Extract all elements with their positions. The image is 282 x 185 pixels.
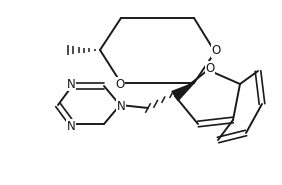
Text: O: O: [115, 78, 125, 90]
Polygon shape: [172, 83, 194, 100]
Text: N: N: [117, 100, 125, 112]
Text: O: O: [205, 61, 215, 75]
Text: N: N: [67, 78, 75, 90]
Text: O: O: [212, 45, 221, 58]
Text: N: N: [67, 120, 75, 132]
